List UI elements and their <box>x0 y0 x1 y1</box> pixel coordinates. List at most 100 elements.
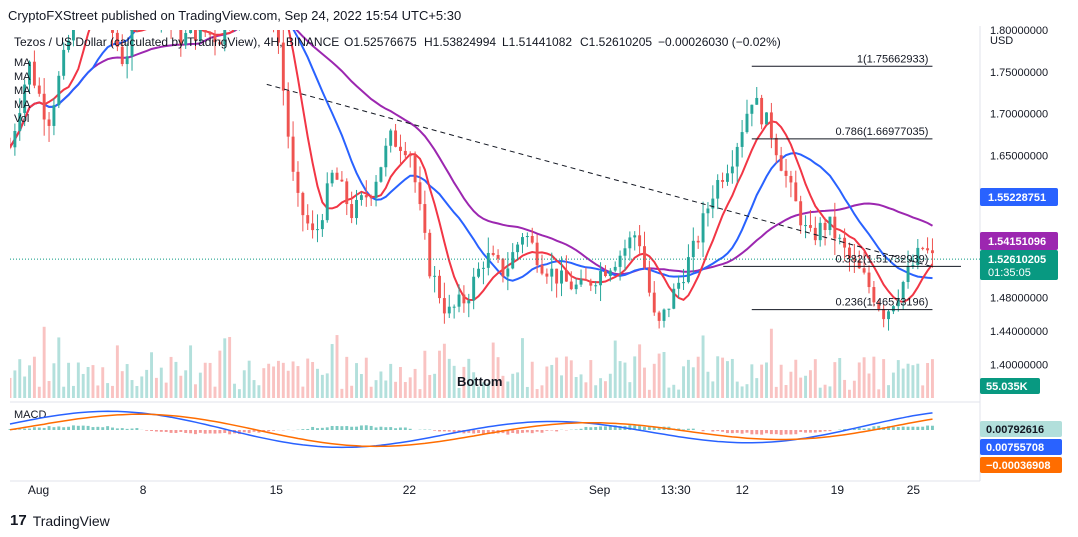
volume-bar <box>76 362 80 398</box>
macd-histogram-bar <box>369 425 373 430</box>
macd-label: MACD <box>14 409 46 421</box>
candle-body <box>628 237 632 249</box>
volume-bar <box>252 380 256 398</box>
macd-histogram-bar <box>394 428 398 430</box>
candle-body <box>423 204 427 233</box>
volume-bar <box>599 378 603 398</box>
volume-bar <box>838 358 842 398</box>
price-badge <box>980 232 1058 250</box>
volume-bar <box>525 386 529 398</box>
volume-bar <box>877 389 881 398</box>
macd-histogram-bar <box>784 430 788 435</box>
indicator-legend-item: Vol <box>14 113 29 125</box>
volume-bar <box>86 366 90 398</box>
macd-histogram-bar <box>525 430 529 433</box>
volume-bar <box>813 359 817 398</box>
volume-bar <box>47 381 51 398</box>
candle-body <box>857 260 861 269</box>
macd-badge-label: −0.00036908 <box>986 460 1051 472</box>
candle-body <box>540 265 544 274</box>
macd-histogram-bar <box>86 425 90 430</box>
candle-body <box>735 146 739 167</box>
macd-histogram-bar <box>47 426 51 430</box>
macd-histogram-bar <box>711 430 715 432</box>
macd-histogram-bar <box>208 430 212 434</box>
candle-body <box>208 32 212 35</box>
volume-bar <box>647 389 651 398</box>
candle-body <box>726 173 729 182</box>
macd-histogram-bar <box>335 426 339 430</box>
y-tick-label: 1.65000000 <box>990 150 1048 162</box>
candle-body <box>42 93 46 120</box>
volume-bar <box>364 357 368 398</box>
macd-histogram-bar <box>62 427 66 430</box>
symbol-name: Tezos / US Dollar (calculated by Trading… <box>14 35 339 49</box>
candle-body <box>194 30 197 41</box>
fib-level-label: 1(1.75662933) <box>857 53 929 65</box>
tradingview-logo[interactable]: 17 TradingView <box>10 512 110 529</box>
candle-body <box>67 40 71 50</box>
macd-histogram-bar <box>252 430 256 432</box>
price-chart-svg[interactable]: 1(1.75662933) 0.786(1.66977035) 0.382(1.51… <box>0 25 1078 504</box>
macd-histogram-bar <box>730 430 734 434</box>
volume-bar <box>560 375 563 398</box>
candle-body <box>340 179 344 182</box>
volume-bar <box>755 378 759 398</box>
volume-bar <box>496 357 500 398</box>
volume-bar <box>96 385 100 398</box>
volume-bar <box>808 370 812 398</box>
candle-body <box>418 182 422 205</box>
volume-bar <box>843 379 847 398</box>
volume-bar <box>486 383 490 398</box>
candle-body <box>589 280 593 286</box>
candle-body <box>691 240 695 258</box>
candle-body <box>428 232 432 277</box>
macd-histogram-bar <box>408 428 412 430</box>
candle-body <box>345 181 349 205</box>
indicator-legend-item: MA <box>14 71 31 83</box>
candle-body <box>706 208 710 214</box>
macd-histogram-bar <box>760 430 764 435</box>
candle-body <box>896 299 900 307</box>
volume-bar <box>389 363 393 398</box>
ma-fast-line <box>10 30 934 304</box>
candle-body <box>882 308 886 320</box>
macd-badge <box>980 421 1062 437</box>
candle-body <box>481 267 485 269</box>
volume-bar <box>481 382 485 398</box>
candle-body <box>843 237 847 248</box>
macd-histogram-bar <box>169 430 173 433</box>
volume-bar <box>794 359 798 398</box>
macd-histogram-bar <box>359 425 363 430</box>
volume-bar <box>91 365 95 398</box>
volume-bar <box>662 352 666 398</box>
price-badge-label: 1.55228751 <box>988 192 1046 204</box>
candle-body <box>765 112 768 125</box>
macd-histogram-bar <box>213 430 217 434</box>
macd-histogram-bar <box>613 425 617 430</box>
volume-bar <box>726 361 729 398</box>
volume-bar <box>628 382 632 398</box>
volume-bar <box>799 377 803 398</box>
candle-body <box>281 42 285 91</box>
candle-body <box>721 180 725 182</box>
candle-body <box>638 235 642 247</box>
macd-histogram-bar <box>599 426 603 430</box>
volume-bar <box>516 372 520 398</box>
volume-bars <box>10 326 934 398</box>
candle-body <box>521 237 524 245</box>
volume-bar <box>672 384 676 398</box>
candle-body <box>115 32 119 47</box>
macd-histogram-bar <box>267 430 271 432</box>
macd-histogram-bar <box>750 430 754 435</box>
chart-area[interactable]: 1(1.75662933) 0.786(1.66977035) 0.382(1.51… <box>0 25 1078 504</box>
volume-bar <box>150 352 153 398</box>
candle-body <box>926 248 930 251</box>
candle-body <box>120 46 124 65</box>
macd-histogram-bar <box>545 430 549 431</box>
candle-body <box>716 180 720 199</box>
macd-histogram-bar <box>154 430 158 432</box>
macd-histogram-bar <box>774 430 778 435</box>
candle-body <box>608 270 612 276</box>
volume-bar <box>203 362 207 398</box>
